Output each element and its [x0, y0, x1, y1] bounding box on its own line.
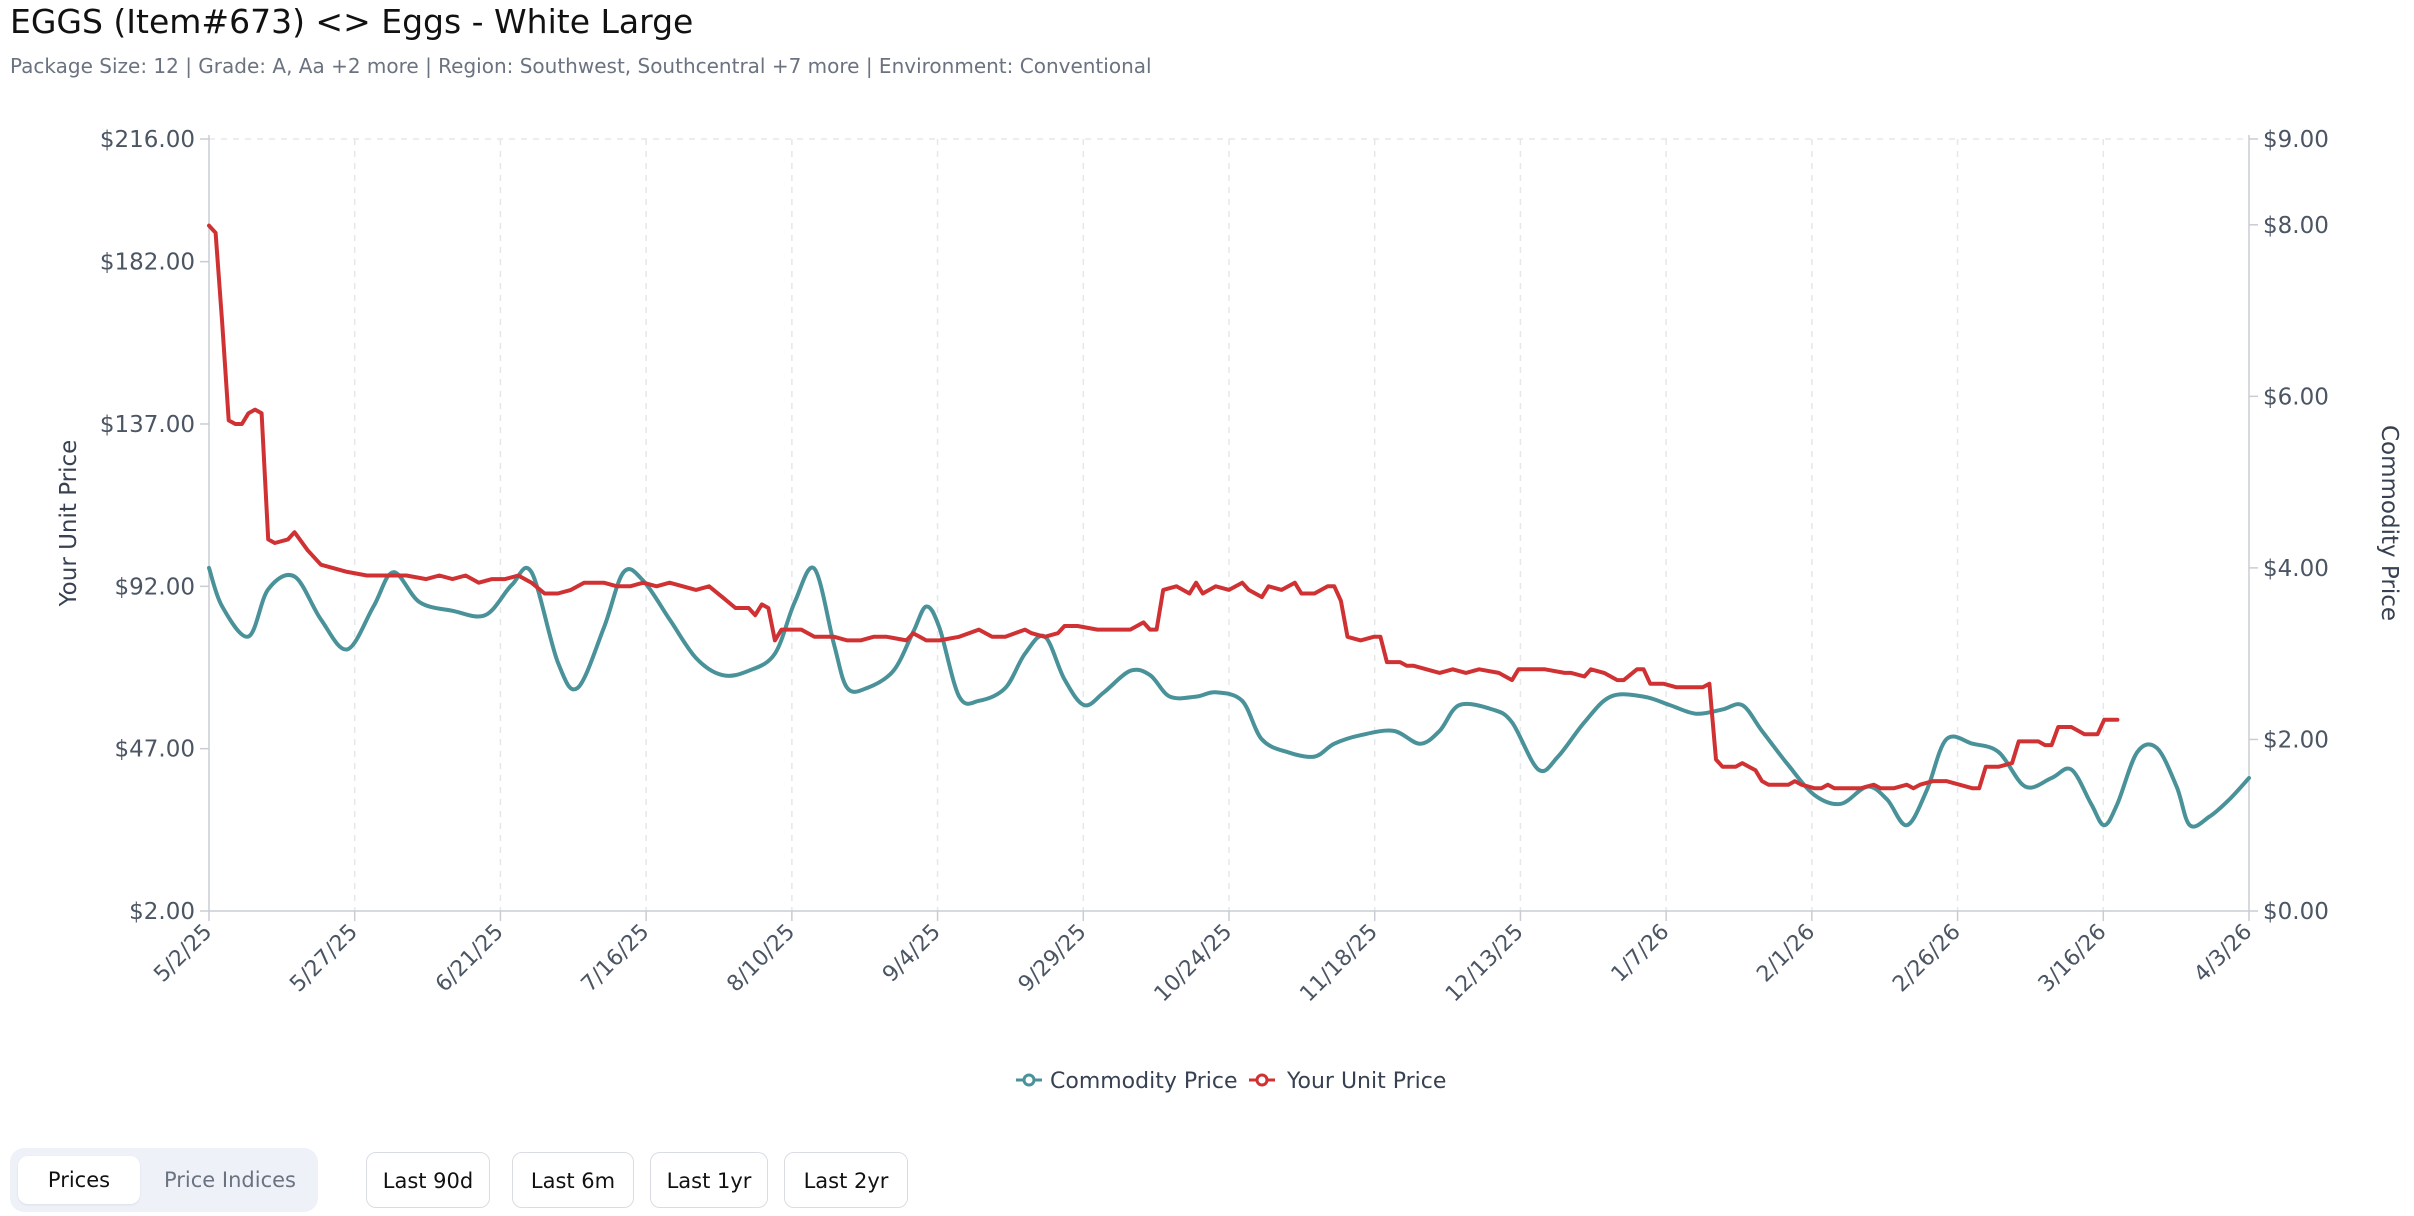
legend-item-commodity[interactable]: Commodity Price: [1016, 1069, 1238, 1094]
series-line-commodity-price: [207, 565, 2251, 829]
x-ticks: 5/2/25 5/27/25 6/21/25 7/16/25 8/10/25 9/4/25…: [149, 911, 2257, 1007]
x-tick-label: 5/2/25: [149, 920, 217, 988]
page-title: EGGS (Item#673) <> Eggs - White Large: [10, 2, 694, 41]
x-tick-label: 9/4/25: [878, 920, 946, 988]
y-right-tick-label: $8.00: [2263, 213, 2329, 239]
range-last-6m-button[interactable]: Last 6m: [512, 1152, 634, 1208]
y-right-tick-label: $4.00: [2263, 556, 2329, 582]
y-axis-right-label: Commodity Price: [2376, 425, 2402, 621]
x-tick-label: 2/1/26: [1752, 920, 1820, 988]
legend-item-unit-price[interactable]: Your Unit Price: [1249, 1069, 1446, 1094]
x-tick-label: 4/3/26: [2189, 920, 2257, 988]
x-tick-label: 3/16/26: [2034, 920, 2112, 998]
x-tick-label: 10/24/25: [1150, 920, 1238, 1008]
y-left-tick-label: $216.00: [100, 127, 195, 153]
y-right-ticks: $9.00 $8.00 $6.00 $4.00 $2.00 $0.00: [2249, 127, 2329, 925]
series-line-your-unit-price: [207, 223, 2120, 791]
page-subtitle: Package Size: 12 | Grade: A, Aa +2 more …: [10, 54, 1152, 78]
chart-grid: [209, 138, 2249, 911]
x-tick-label: 9/29/25: [1014, 920, 1092, 998]
legend-label-commodity: Commodity Price: [1050, 1069, 1238, 1094]
x-tick-label: 12/13/25: [1441, 920, 1529, 1008]
y-left-tick-label: $182.00: [100, 250, 195, 276]
chart-lines: [207, 223, 2251, 829]
price-chart: $216.00 $182.00 $137.00 $92.00 $47.00 $2.00 $…: [56, 127, 2402, 1094]
x-tick-label: 2/26/26: [1888, 920, 1966, 998]
y-left-tick-label: $2.00: [129, 899, 195, 925]
x-tick-label: 6/21/25: [431, 920, 509, 998]
chart-legend: Commodity Price Your Unit Price: [1016, 1069, 1446, 1094]
y-right-tick-label: $9.00: [2263, 127, 2329, 153]
y-left-ticks: $216.00 $182.00 $137.00 $92.00 $47.00 $2.00: [100, 127, 209, 925]
x-tick-label: 5/27/25: [285, 920, 363, 998]
x-tick-label: 1/7/26: [1607, 920, 1675, 988]
tab-prices[interactable]: Prices: [18, 1156, 140, 1204]
y-left-tick-label: $92.00: [115, 574, 195, 600]
x-tick-label: 7/16/25: [577, 920, 655, 998]
x-tick-label: 11/18/25: [1295, 920, 1383, 1008]
y-right-tick-label: $0.00: [2263, 899, 2329, 925]
x-tick-label: 8/10/25: [722, 920, 800, 998]
y-axis-left-label: Your Unit Price: [56, 440, 82, 608]
y-left-tick-label: $137.00: [100, 412, 195, 438]
y-right-tick-label: $2.00: [2263, 727, 2329, 753]
range-last-2yr-button[interactable]: Last 2yr: [784, 1152, 908, 1208]
tab-price-indices[interactable]: Price Indices: [164, 1168, 296, 1192]
y-left-tick-label: $47.00: [115, 737, 195, 763]
range-last-90d-button[interactable]: Last 90d: [366, 1152, 490, 1208]
view-toggle: Prices Price Indices: [10, 1148, 318, 1212]
range-last-1yr-button[interactable]: Last 1yr: [650, 1152, 768, 1208]
y-right-tick-label: $6.00: [2263, 384, 2329, 410]
legend-label-unit-price: Your Unit Price: [1286, 1069, 1446, 1094]
